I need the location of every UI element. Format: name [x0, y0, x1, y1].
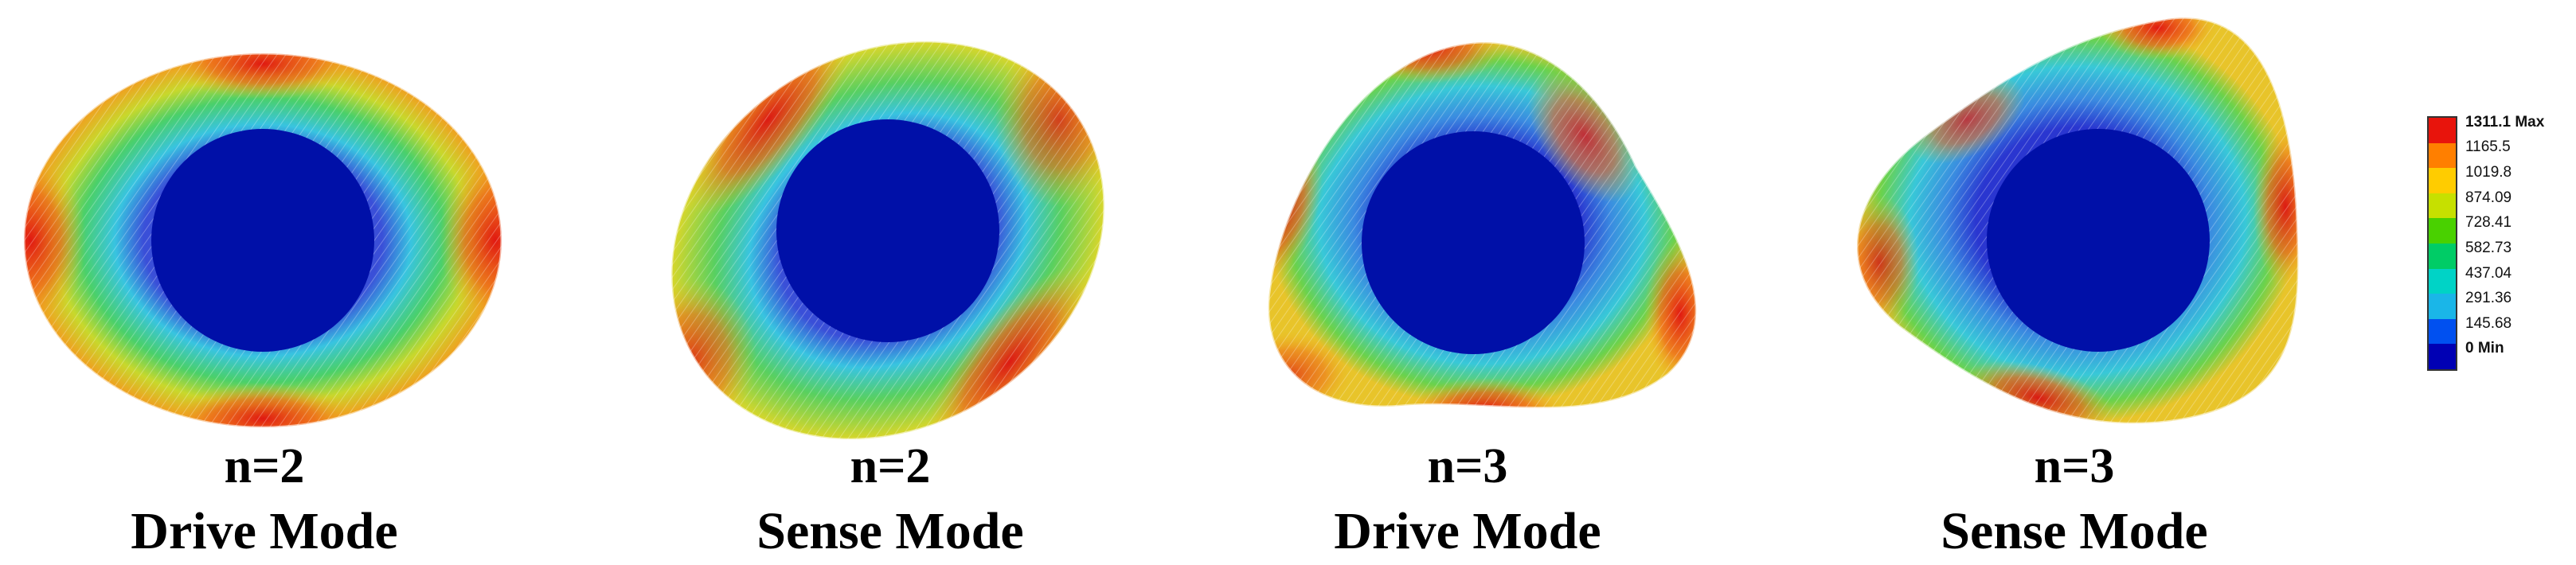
legend-label: 1019.8 — [2465, 164, 2512, 181]
mode-order-label: n=3 — [1427, 439, 1508, 493]
legend-label: 1165.5 — [2465, 138, 2511, 155]
legend-swatch — [2429, 243, 2456, 269]
legend-label: 437.04 — [2465, 265, 2512, 282]
legend-swatch — [2429, 142, 2456, 169]
legend-label-max: 1311.1 Max — [2465, 114, 2545, 131]
mode-order-label: n=3 — [2034, 439, 2115, 493]
mode-shape-n3-drive — [1267, 41, 1698, 409]
legend-color-bar — [2427, 116, 2457, 371]
mode-order-label: n=2 — [224, 439, 305, 493]
caption-panel-4: n=3 Sense Mode — [1756, 442, 2393, 558]
caption-panel-3: n=3 Drive Mode — [1149, 442, 1786, 558]
legend-swatch — [2429, 344, 2456, 369]
legend-swatch — [2429, 193, 2456, 219]
mode-type-label: Sense Mode — [756, 502, 1024, 560]
mode-shape-n3-sense — [1855, 16, 2300, 425]
legend-label: 728.41 — [2465, 214, 2512, 231]
legend-label: 291.36 — [2465, 290, 2512, 306]
mode-type-label: Drive Mode — [131, 502, 398, 560]
mode-type-label: Sense Mode — [1941, 502, 2208, 560]
legend-swatch — [2429, 218, 2456, 244]
legend-swatch — [2429, 118, 2456, 143]
legend-label: 582.73 — [2465, 240, 2512, 256]
legend-swatch — [2429, 294, 2456, 319]
legend-swatch — [2429, 168, 2456, 193]
legend-swatch — [2429, 268, 2456, 294]
legend-label-min: 0 Min — [2465, 340, 2504, 357]
legend-label: 145.68 — [2465, 315, 2512, 332]
legend-label: 874.09 — [2465, 189, 2512, 206]
mode-shape-n2-drive — [22, 52, 503, 429]
mode-order-label: n=2 — [850, 439, 931, 493]
mode-type-label: Drive Mode — [1334, 502, 1601, 560]
legend-swatch — [2429, 318, 2456, 345]
caption-panel-2: n=2 Sense Mode — [572, 442, 1209, 558]
caption-panel-1: n=2 Drive Mode — [0, 442, 583, 558]
